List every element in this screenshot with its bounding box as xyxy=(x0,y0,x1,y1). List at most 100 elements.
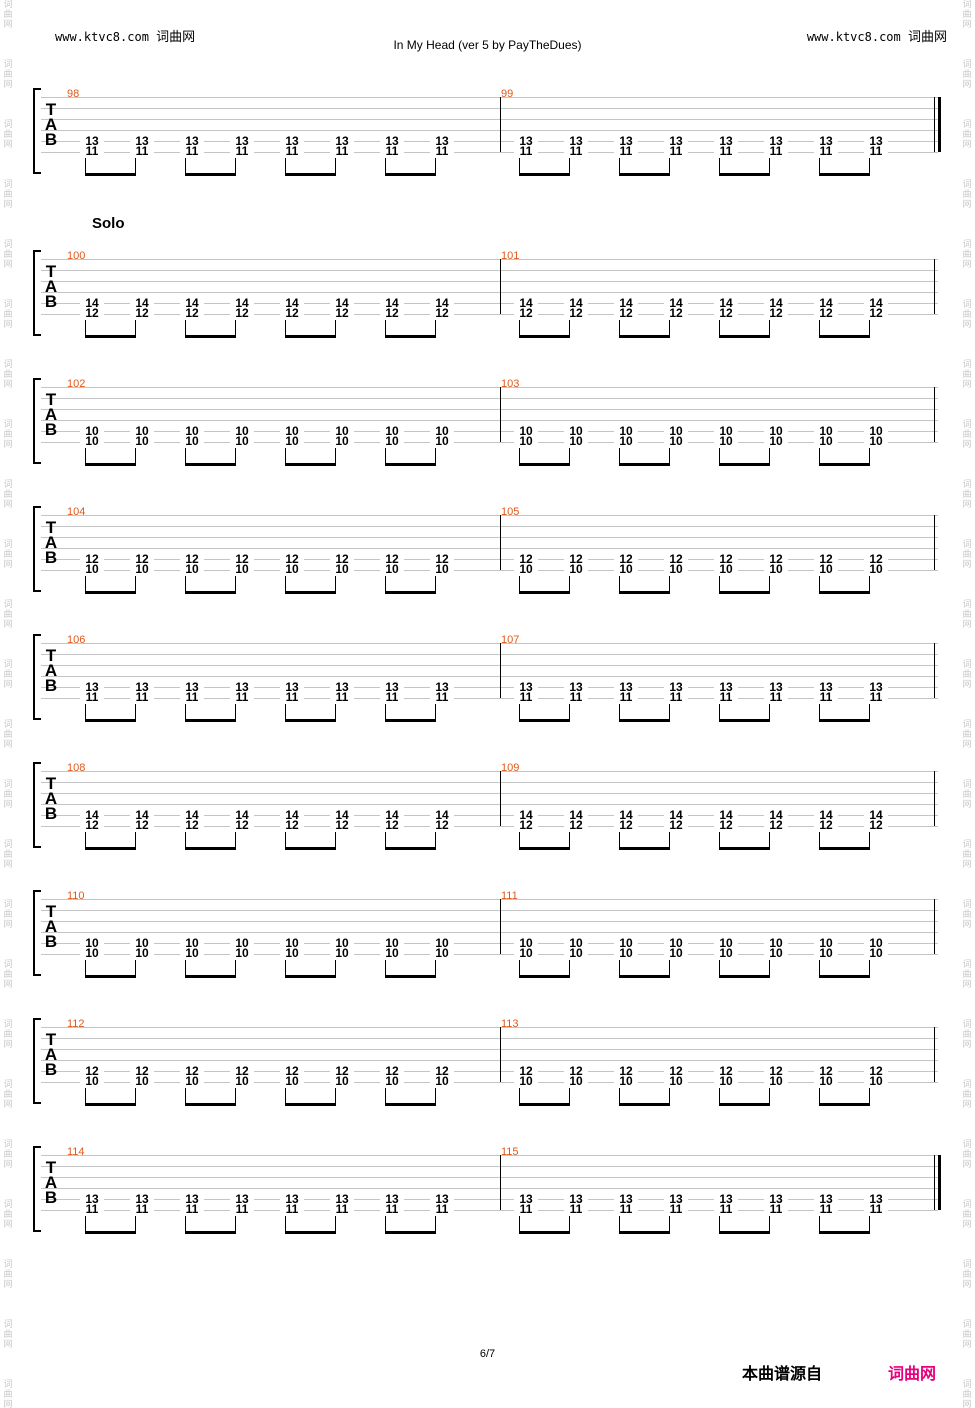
fret-number-lower: 10 xyxy=(430,947,454,959)
note-beam xyxy=(619,975,670,978)
watermark-char: 曲 xyxy=(962,1030,972,1040)
fret-number-lower: 10 xyxy=(280,435,304,447)
watermark-char: 网 xyxy=(3,740,13,750)
tab-system: T A B 110 10 10 10 10 10 10 10 10 10 10 10 10 10 10 10 10 11… xyxy=(33,890,938,980)
staff-line xyxy=(41,442,938,443)
fret-number-lower: 10 xyxy=(664,435,688,447)
fret-number-upper: 12 xyxy=(130,1065,154,1077)
barline xyxy=(934,771,935,826)
measure-number: 113 xyxy=(501,1018,519,1030)
tab-clef-letter: T xyxy=(45,390,57,409)
fret-number-lower: 11 xyxy=(430,145,454,157)
fret-number-upper: 10 xyxy=(380,937,404,949)
fret-number-upper: 13 xyxy=(280,135,304,147)
note-stem xyxy=(819,832,820,848)
fret-number-lower: 10 xyxy=(230,1075,254,1087)
fret-number-lower: 11 xyxy=(130,691,154,703)
fret-number-upper: 12 xyxy=(564,1065,588,1077)
watermark-char: 网 xyxy=(962,920,972,930)
site-header-left[interactable]: www.ktvc8.com 词曲网 xyxy=(55,26,195,45)
note-beam xyxy=(519,719,570,722)
fret-number-lower: 10 xyxy=(764,563,788,575)
fret-number-upper: 13 xyxy=(564,1193,588,1205)
fret-number-upper: 14 xyxy=(180,809,204,821)
watermark-char: 词 xyxy=(962,1380,972,1390)
watermark-char: 曲 xyxy=(962,1150,972,1160)
site-header-right[interactable]: www.ktvc8.com 词曲网 xyxy=(807,26,947,45)
note-stem xyxy=(869,832,870,848)
fret-number-lower: 12 xyxy=(430,819,454,831)
watermark-char: 网 xyxy=(962,1220,972,1230)
watermark-char: 曲 xyxy=(3,70,13,80)
system-bracket xyxy=(33,88,41,174)
tab-system: T A B 112 12 10 12 10 12 10 12 10 12 10 12 10 12 10 12 10 11… xyxy=(33,1018,938,1108)
fret-number-upper: 13 xyxy=(130,1193,154,1205)
fret-number-upper: 12 xyxy=(380,553,404,565)
note-beam xyxy=(619,719,670,722)
tab-clef-letter: A xyxy=(44,533,58,552)
fret-number-upper: 14 xyxy=(330,809,354,821)
watermark-char: 曲 xyxy=(3,10,13,20)
note-stem xyxy=(385,1088,386,1104)
watermark-char: 词 xyxy=(3,1200,13,1210)
fret-number-lower: 10 xyxy=(814,1075,838,1087)
fret-number-lower: 11 xyxy=(180,691,204,703)
note-stem xyxy=(519,448,520,464)
note-stem xyxy=(869,158,870,174)
final-barline xyxy=(938,1155,941,1210)
fret-number-upper: 12 xyxy=(80,553,104,565)
footer-brand[interactable]: 词曲网 xyxy=(888,1364,937,1383)
fret-number-lower: 12 xyxy=(764,307,788,319)
watermark-char: 词 xyxy=(3,1320,13,1330)
fret-number-upper: 14 xyxy=(664,809,688,821)
note-beam xyxy=(819,1103,870,1106)
fret-number-upper: 12 xyxy=(864,1065,888,1077)
fret-number-lower: 11 xyxy=(514,1203,538,1215)
note-stem xyxy=(335,320,336,336)
fret-number-lower: 11 xyxy=(664,1203,688,1215)
note-stem xyxy=(85,448,86,464)
fret-number-upper: 14 xyxy=(280,297,304,309)
note-stem xyxy=(385,320,386,336)
staff-line xyxy=(41,130,938,131)
measure-number: 100 xyxy=(67,250,86,262)
fret-number-lower: 10 xyxy=(514,947,538,959)
staff-line xyxy=(41,815,938,816)
watermark-char: 曲 xyxy=(3,1090,13,1100)
fret-number-lower: 10 xyxy=(380,435,404,447)
staff-line xyxy=(41,782,938,783)
tab-clef-letter: A xyxy=(44,405,58,424)
note-stem xyxy=(619,704,620,720)
fret-number-upper: 13 xyxy=(180,1193,204,1205)
fret-number-upper: 13 xyxy=(714,135,738,147)
tab-clef-letter: B xyxy=(44,1188,58,1207)
staff-line xyxy=(41,97,938,98)
watermark-char: 曲 xyxy=(962,1390,972,1400)
note-beam xyxy=(85,719,136,722)
watermark-char: 曲 xyxy=(962,490,972,500)
note-stem xyxy=(569,960,570,976)
watermark-char: 网 xyxy=(3,980,13,990)
note-stem xyxy=(285,158,286,174)
note-stem xyxy=(235,158,236,174)
fret-number-lower: 11 xyxy=(280,1203,304,1215)
fret-number-upper: 13 xyxy=(714,681,738,693)
site-url[interactable]: www.ktvc8.com xyxy=(55,30,149,44)
staff-line xyxy=(41,654,938,655)
watermark-char: 词 xyxy=(962,1140,972,1150)
staff-line xyxy=(41,1071,938,1072)
barline xyxy=(934,259,935,314)
fret-number-upper: 10 xyxy=(764,937,788,949)
note-beam xyxy=(285,591,336,594)
fret-number-lower: 10 xyxy=(380,563,404,575)
watermark-char: 曲 xyxy=(3,910,13,920)
fret-number-upper: 14 xyxy=(380,809,404,821)
tab-clef-letter: B xyxy=(44,420,58,439)
site-url[interactable]: www.ktvc8.com xyxy=(806,30,901,44)
fret-number-lower: 12 xyxy=(130,307,154,319)
fret-number-upper: 13 xyxy=(514,135,538,147)
watermark-char: 网 xyxy=(962,80,972,90)
watermark-char: 词 xyxy=(962,1260,972,1270)
tab-clef-letter: B xyxy=(44,804,58,823)
note-beam xyxy=(185,173,236,176)
